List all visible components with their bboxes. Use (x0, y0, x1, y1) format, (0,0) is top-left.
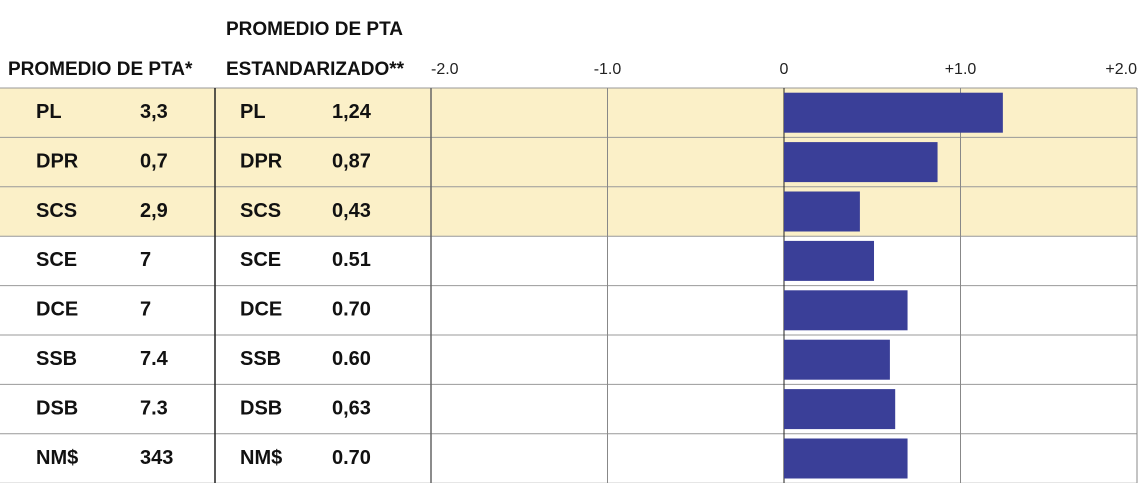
pta-value: 7 (140, 249, 151, 271)
pta-value: 7.3 (140, 397, 168, 419)
row-highlight (0, 186, 1137, 237)
x-tick-label: 0 (780, 61, 789, 78)
value-label: 0.51 (332, 249, 371, 271)
trait-label: SCS (240, 200, 281, 222)
x-tick-label: -2.0 (431, 61, 459, 78)
value-label: 0.60 (332, 348, 371, 370)
trait-label: DCE (240, 299, 282, 321)
row-highlight (0, 137, 1137, 187)
pta-value: 343 (140, 447, 173, 469)
trait-label: SSB (240, 348, 281, 370)
trait-label: PL (36, 101, 62, 123)
bar (784, 438, 908, 479)
bar (784, 339, 890, 380)
pta-value: 0,7 (140, 150, 168, 172)
bar (784, 191, 860, 232)
bar (784, 240, 875, 281)
trait-label: DCE (36, 299, 78, 321)
trait-label: PL (240, 101, 266, 123)
value-label: 1,24 (332, 101, 372, 123)
value-label: 0,43 (332, 200, 371, 222)
chart-title: ESTANDARIZADO** (226, 59, 405, 80)
trait-label: SCE (36, 249, 77, 271)
x-tick-label: -1.0 (594, 61, 622, 78)
trait-label: DSB (36, 397, 78, 419)
pta-value: 3,3 (140, 101, 168, 123)
pta-value: 7.4 (140, 348, 169, 370)
trait-label: SSB (36, 348, 77, 370)
value-label: 0,63 (332, 397, 371, 419)
trait-label: NM$ (36, 447, 78, 469)
bar (784, 92, 1003, 133)
bar (784, 290, 908, 331)
chart-title: PROMEDIO DE PTA (226, 19, 403, 40)
pta-value: 2,9 (140, 200, 168, 222)
trait-label: SCS (36, 200, 77, 222)
trait-label: DPR (240, 150, 283, 172)
x-tick-label: +2.0 (1105, 61, 1137, 78)
trait-label: NM$ (240, 447, 282, 469)
value-label: 0,87 (332, 150, 371, 172)
x-tick-label: +1.0 (945, 61, 977, 78)
value-label: 0.70 (332, 299, 371, 321)
pta-value: 7 (140, 299, 151, 321)
column-header: PROMEDIO DE PTA* (8, 59, 193, 80)
trait-label: SCE (240, 249, 281, 271)
trait-label: DPR (36, 150, 79, 172)
trait-label: DSB (240, 397, 282, 419)
value-label: 0.70 (332, 447, 371, 469)
bar (784, 142, 938, 183)
bar (784, 389, 896, 430)
